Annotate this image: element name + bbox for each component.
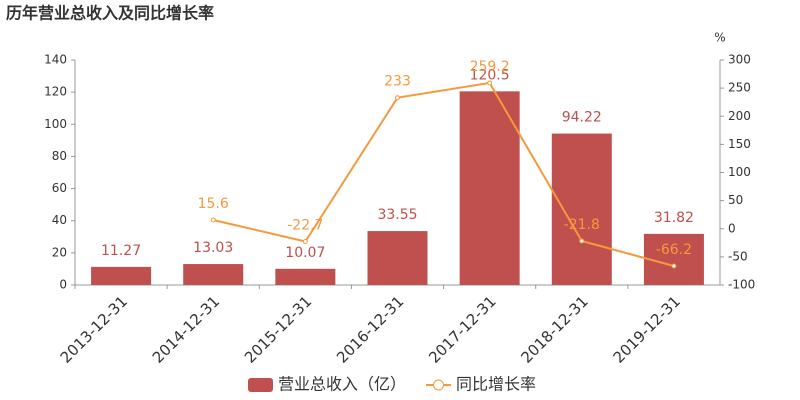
bar-value-label: 120.5 (470, 67, 510, 83)
x-tick-label: 2019-12-31 (610, 292, 684, 366)
line-value-label: -22.7 (287, 218, 323, 234)
x-tick-label: 2018-12-31 (517, 292, 591, 366)
legend-label: 营业总收入（亿） (278, 375, 406, 394)
y2-tick-label: -50 (728, 249, 748, 263)
y2-tick-label: 300 (728, 53, 751, 67)
y2-tick-label: 150 (728, 137, 751, 151)
bar (551, 133, 612, 285)
y-tick-label: 120 (44, 85, 67, 99)
line (212, 81, 675, 267)
line-value-label: -21.8 (564, 217, 600, 233)
line-value-label: 233 (384, 74, 411, 90)
bar (643, 233, 704, 285)
bar-value-label: 31.82 (654, 210, 694, 226)
legend-swatch (433, 379, 445, 391)
y2-tick-label: 250 (728, 81, 751, 95)
bar-value-label: 11.27 (101, 243, 141, 259)
bar (367, 231, 428, 285)
bar-value-label: 33.55 (377, 207, 417, 223)
x-tick-label: 2016-12-31 (333, 292, 407, 366)
y-tick-label: 0 (59, 278, 67, 292)
line-point (210, 217, 216, 223)
y-tick-label: 20 (52, 245, 67, 259)
y2-unit: % (714, 31, 725, 45)
line-point (671, 263, 677, 269)
bar-value-label: 13.03 (193, 240, 233, 256)
y2-tick-label: 100 (728, 165, 751, 179)
y2-tick-label: 50 (728, 193, 743, 207)
x-tick-label: 2014-12-31 (149, 292, 223, 366)
chart-title: 历年营业总收入及同比增长率 (6, 4, 214, 23)
legend-swatch (248, 378, 273, 392)
line-point (395, 95, 400, 101)
y2-tick-label: 200 (728, 109, 751, 123)
y-tick-label: 40 (52, 213, 67, 227)
y2-tick-label: 0 (728, 221, 736, 235)
line-point (487, 80, 493, 86)
y2-tick-label: -100 (728, 278, 755, 292)
bar (183, 264, 244, 285)
line-value-label: 15.6 (198, 196, 229, 212)
bar-value-label: 10.07 (285, 245, 325, 261)
y-tick-label: 60 (52, 181, 67, 195)
line-point (302, 239, 308, 245)
x-tick-label: 2015-12-31 (241, 292, 315, 366)
y-tick-label: 80 (52, 149, 67, 163)
x-tick-label: 2013-12-31 (57, 292, 131, 366)
bar (91, 266, 152, 285)
bar (459, 91, 520, 285)
bar (275, 268, 336, 285)
line-value-label: -66.2 (656, 242, 692, 258)
x-tick-label: 2017-12-31 (425, 292, 499, 366)
y-tick-label: 140 (44, 53, 67, 67)
line-value-label: 259.2 (470, 59, 510, 75)
line-point (579, 238, 585, 244)
y-tick-label: 100 (44, 117, 67, 131)
legend-label: 同比增长率 (456, 375, 536, 394)
bar-value-label: 94.22 (562, 110, 602, 126)
